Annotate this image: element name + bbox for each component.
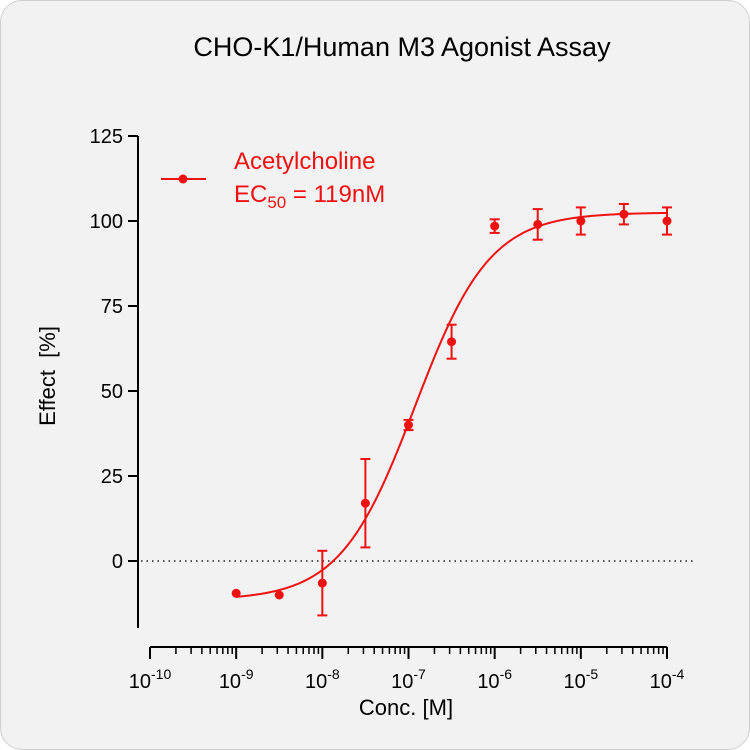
legend: Acetylcholine EC50 = 119nM	[161, 148, 385, 212]
x-tick-label: 10-4	[650, 666, 685, 693]
point-marker	[231, 588, 241, 598]
point-marker	[317, 578, 327, 588]
point-marker	[490, 221, 500, 231]
x-tick-label: 10-6	[477, 666, 512, 693]
data-point	[231, 588, 241, 598]
legend-ec-subscript: 50	[267, 193, 286, 212]
data-point	[575, 206, 586, 236]
x-tick-label: 10-10	[129, 666, 172, 693]
data-points-group	[231, 203, 672, 617]
y-axis: 0 25 50 75 100 125	[90, 126, 139, 628]
x-tick-label: 10-8	[305, 666, 340, 693]
legend-ec-value: = 119nM	[286, 181, 385, 208]
legend-series-label: Acetylcholine	[234, 148, 375, 175]
point-marker	[533, 219, 543, 229]
legend-marker	[178, 174, 188, 184]
y-tick-label: 100	[90, 211, 123, 233]
x-tick-label: 10-5	[563, 666, 598, 693]
data-point	[360, 458, 371, 549]
data-point	[662, 206, 672, 236]
fit-curve	[236, 211, 668, 598]
y-tick-label: 50	[101, 381, 123, 403]
point-marker	[447, 337, 457, 347]
point-marker	[404, 420, 413, 430]
x-axis-label: Conc. [M]	[359, 695, 453, 720]
data-point	[446, 323, 457, 360]
legend-ec50-label: EC50 = 119nM	[234, 181, 385, 212]
y-tick-label: 25	[101, 466, 123, 488]
x-tick-label: 10-7	[391, 666, 426, 693]
data-point	[317, 549, 328, 617]
y-tick-label: 75	[101, 296, 123, 318]
point-marker	[360, 498, 370, 508]
x-axis: 10-10 10-9 10-8 10-7 10-6 10-5 10-4	[129, 646, 685, 693]
point-marker	[576, 216, 586, 226]
legend-ec-prefix: EC	[234, 181, 267, 208]
data-point	[618, 203, 629, 226]
point-marker	[274, 590, 284, 600]
point-marker	[619, 209, 629, 219]
y-axis-label: Effect [%]	[35, 326, 60, 426]
y-tick-label: 125	[90, 126, 123, 148]
data-point	[489, 218, 500, 234]
data-point	[403, 418, 414, 432]
data-point	[274, 590, 284, 600]
point-marker	[662, 216, 672, 226]
data-point	[532, 208, 543, 241]
x-tick-label: 10-9	[219, 666, 254, 693]
chart-title: CHO-K1/Human M3 Agonist Assay	[193, 32, 611, 62]
y-tick-label: 0	[112, 551, 123, 573]
fit-curve-group	[236, 211, 668, 598]
